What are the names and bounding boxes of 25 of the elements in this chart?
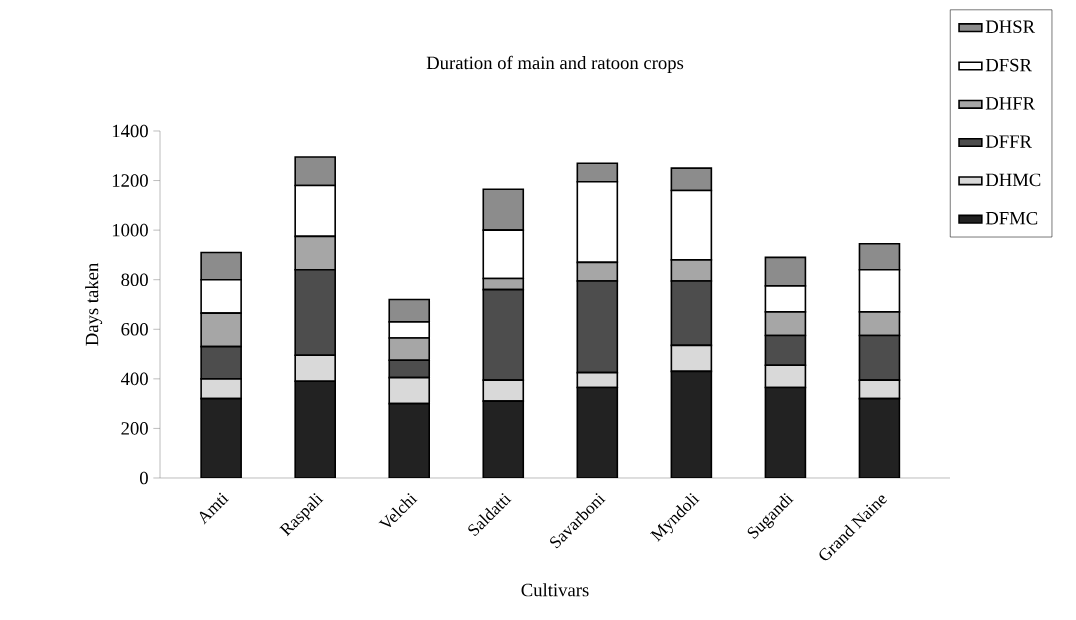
bar xyxy=(764,386,807,478)
y-tick-label: 1200 xyxy=(112,174,148,187)
bar xyxy=(576,386,619,478)
legend-label: DFMC xyxy=(985,212,1038,225)
y-axis-title: Days taken xyxy=(85,263,103,346)
chart-title: Duration of main and ratoon crops xyxy=(426,55,684,73)
x-axis-title: Cultivars xyxy=(521,583,589,597)
bar xyxy=(388,402,431,478)
legend-label: DHFR xyxy=(985,97,1036,110)
legend-label: DFSR xyxy=(985,58,1032,72)
y-tick-label: 1000 xyxy=(112,223,148,237)
legend-label: DHMC xyxy=(985,173,1041,187)
y-tick-label: 1400 xyxy=(112,124,148,138)
legend-label: DFFR xyxy=(985,135,1032,148)
bar xyxy=(200,397,242,478)
bar xyxy=(670,370,713,478)
y-tick-label: 200 xyxy=(121,422,148,435)
bar xyxy=(858,397,901,478)
y-tick-label: 0 xyxy=(140,471,148,485)
y-tick-label: 600 xyxy=(121,322,148,336)
y-tick-label: 400 xyxy=(120,372,148,386)
legend-label: DHSR xyxy=(985,20,1036,34)
bar xyxy=(294,380,336,478)
y-tick-label: 800 xyxy=(121,273,148,287)
bar xyxy=(482,400,525,478)
